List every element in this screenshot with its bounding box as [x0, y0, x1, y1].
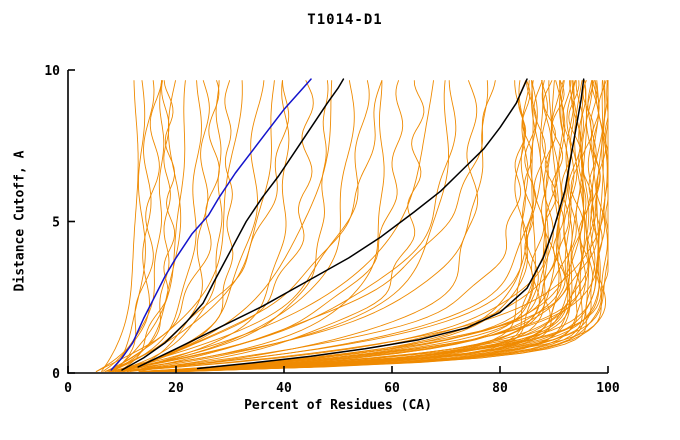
prediction-curve: [149, 80, 530, 372]
x-tick-label: 0: [64, 381, 72, 396]
prediction-curve: [149, 80, 572, 372]
x-tick-label: 20: [168, 381, 184, 396]
prediction-curve: [147, 80, 601, 372]
prediction-curve: [109, 80, 434, 372]
prediction-curve: [126, 80, 425, 372]
prediction-curve: [151, 80, 582, 372]
prediction-curve: [168, 80, 571, 372]
reference-curve: [121, 78, 345, 371]
prediction-curve: [110, 80, 489, 372]
prediction-curve: [122, 80, 609, 372]
prediction-curve: [109, 80, 370, 372]
prediction-curve: [112, 80, 163, 372]
prediction-curve: [141, 80, 560, 372]
prediction-curve: [148, 80, 597, 372]
prediction-curve: [101, 80, 139, 372]
prediction-curve: [109, 80, 542, 372]
prediction-curve: [175, 80, 564, 372]
prediction-curve: [141, 80, 604, 372]
prediction-curve: [109, 80, 182, 372]
x-tick-label: 100: [596, 381, 620, 396]
axis-lines: [67, 70, 608, 374]
prediction-curve: [122, 80, 383, 372]
prediction-curve: [115, 80, 527, 372]
prediction-curve: [112, 80, 457, 372]
prediction-curve: [96, 80, 220, 372]
y-tick-label: 5: [52, 216, 60, 231]
reference-curve: [196, 78, 585, 370]
prediction-curve: [139, 80, 583, 372]
prediction-curve: [129, 80, 479, 372]
prediction-curve: [155, 80, 596, 372]
prediction-curve: [106, 80, 243, 372]
prediction-curve: [126, 80, 496, 372]
prediction-curve: [123, 80, 449, 372]
prediction-curve: [111, 80, 404, 372]
prediction-curve: [186, 80, 594, 372]
prediction-curve: [118, 80, 176, 372]
x-tick-label: 80: [492, 381, 508, 396]
prediction-curve: [158, 80, 609, 372]
y-tick-label: 10: [44, 64, 60, 79]
prediction-curve: [109, 80, 329, 372]
prediction-curve: [147, 80, 526, 372]
prediction-curve: [153, 80, 608, 372]
x-tick-label: 60: [384, 381, 400, 396]
prediction-curve: [158, 80, 566, 372]
y-axis-label: Distance Cutoff, A: [12, 150, 28, 292]
prediction-curve: [95, 80, 155, 372]
prediction-curve: [143, 80, 575, 372]
prediction-curve: [118, 80, 290, 372]
prediction-curve: [113, 80, 186, 372]
prediction-curve: [111, 80, 146, 372]
prediction-curve: [141, 80, 609, 372]
prediction-curve: [122, 80, 333, 372]
prediction-curve: [119, 80, 538, 372]
prediction-curve: [110, 80, 385, 372]
prediction-curve: [162, 80, 534, 372]
prediction-curve: [104, 80, 171, 372]
prediction-curve: [162, 80, 584, 372]
x-axis-label: Percent of Residues (CA): [244, 398, 432, 413]
prediction-curve: [110, 80, 202, 372]
prediction-curve: [140, 80, 578, 372]
prediction-curve: [115, 80, 234, 372]
prediction-curve: [117, 80, 265, 372]
chart-title: T1014-D1: [307, 12, 383, 28]
prediction-curve: [175, 80, 590, 372]
prediction-curve: [102, 80, 165, 372]
prediction-curve: [146, 80, 553, 372]
x-tick-label: 40: [276, 381, 292, 396]
reference-curve: [137, 78, 528, 368]
prediction-curve: [116, 80, 355, 372]
highlight-curve: [110, 78, 312, 371]
y-tick-label: 0: [52, 367, 60, 382]
prediction-curve: [138, 80, 606, 372]
prediction-curve: [104, 80, 275, 372]
prediction-curve: [158, 80, 587, 372]
prediction-curve: [176, 80, 529, 372]
prediction-curve: [155, 80, 586, 372]
